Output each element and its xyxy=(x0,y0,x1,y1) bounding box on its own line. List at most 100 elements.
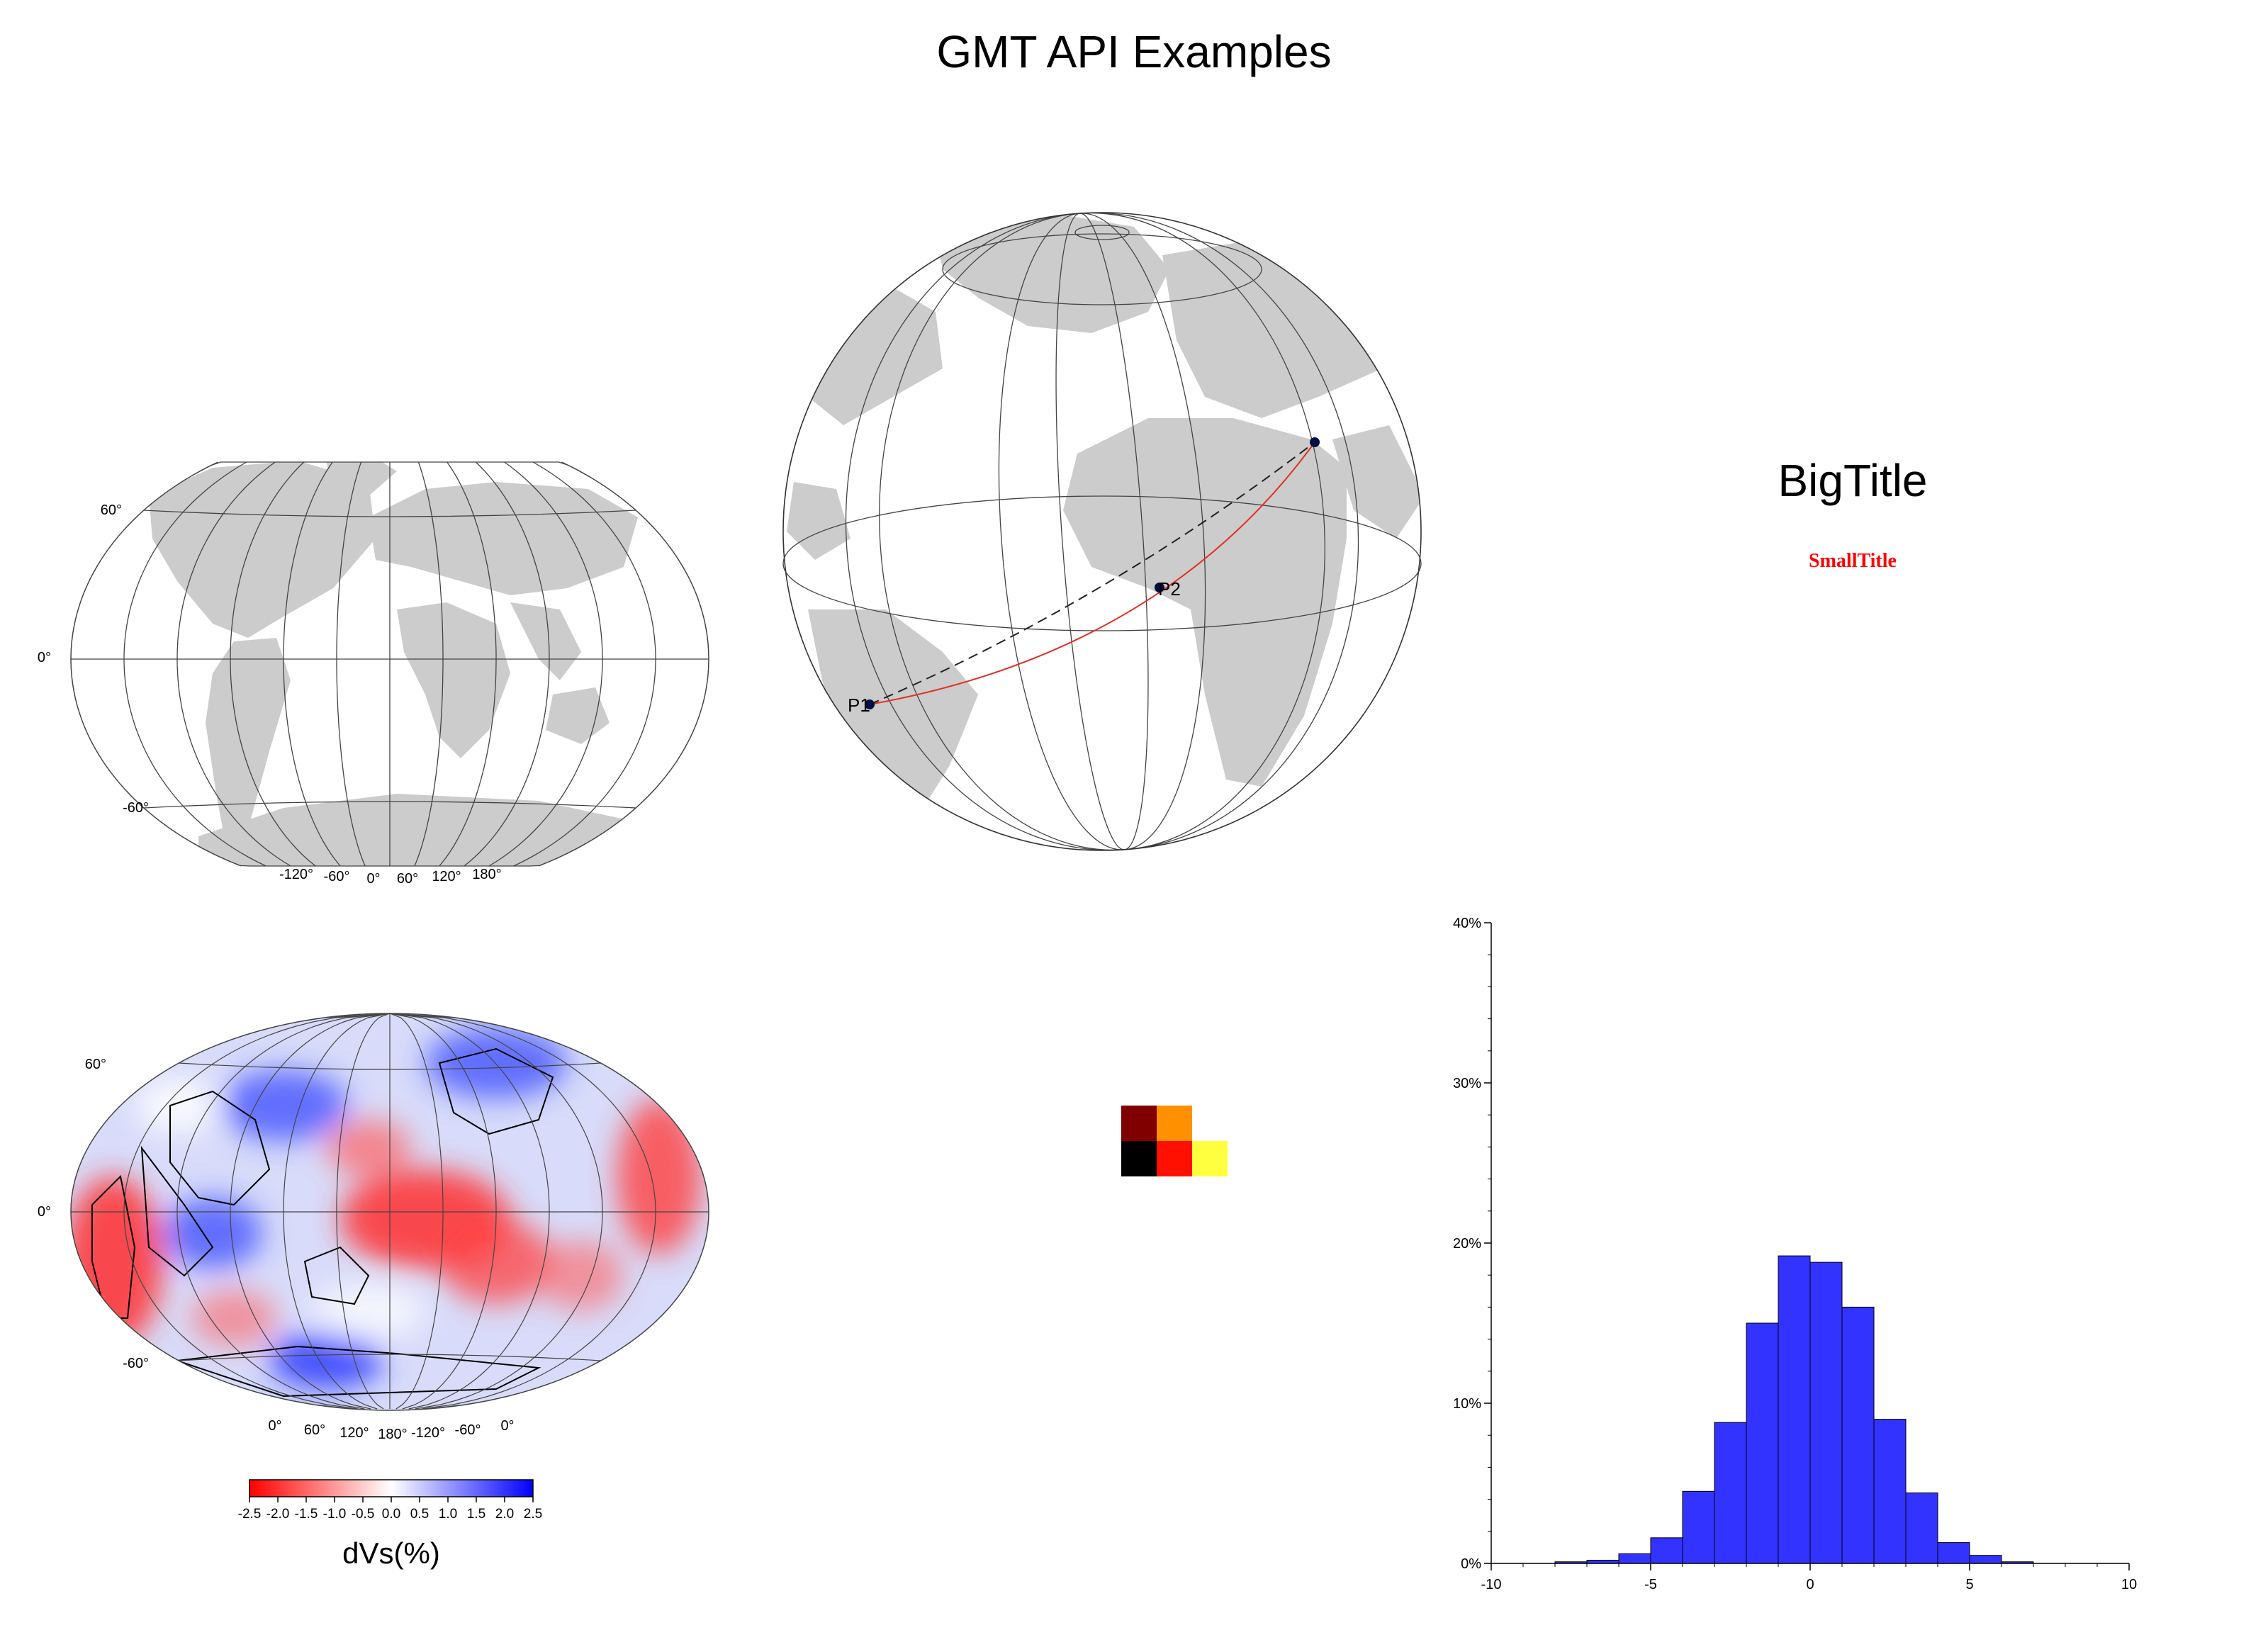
colorbar-tick-label: -1.5 xyxy=(295,1507,318,1522)
colorbar-tick-label: -2.0 xyxy=(266,1507,290,1522)
x-tick-label: -5 xyxy=(1644,1577,1657,1592)
colorbar-tick-label: -1.0 xyxy=(323,1507,347,1522)
world-parallel xyxy=(143,510,636,517)
colorbar-tick-label: 2.0 xyxy=(495,1507,514,1522)
world-lat-label: 60° xyxy=(101,502,122,518)
globe-equator xyxy=(782,495,1422,631)
tomo-lon-label: 180° xyxy=(378,1427,407,1442)
tomo-lat-label: -60° xyxy=(123,1356,149,1371)
tomo-meridian xyxy=(283,1013,391,1410)
greenland-shape xyxy=(936,213,1169,333)
colorbar-tick-label: 1.0 xyxy=(439,1507,457,1522)
x-tick-label: 0 xyxy=(1806,1577,1814,1592)
world-meridian xyxy=(123,461,266,867)
tomo-meridian xyxy=(389,1013,550,1410)
x-tick-label: 10 xyxy=(2121,1577,2137,1592)
colorbar-tick-label: 0.5 xyxy=(410,1507,429,1522)
swatch-cell xyxy=(1121,1141,1157,1176)
globe-outline xyxy=(782,212,1422,851)
world-lon-label: 120° xyxy=(432,869,461,884)
tomo-lon-label: 120° xyxy=(339,1425,369,1441)
world-meridian xyxy=(230,461,316,867)
tomo-parallel xyxy=(179,1354,601,1361)
point-label-p2: P2 xyxy=(1158,578,1181,600)
world-lon-label: 60° xyxy=(397,871,418,887)
y-tick-label: 40% xyxy=(1453,916,1481,931)
swatch-cell xyxy=(1192,1141,1228,1176)
tomo-lat-label: 60° xyxy=(85,1057,106,1072)
histogram-bar xyxy=(1969,1555,2002,1564)
x-tick-label: -10 xyxy=(1481,1577,1502,1592)
eurasia-shape xyxy=(369,482,638,595)
world-meridian xyxy=(513,461,656,867)
tomo-meridian xyxy=(230,1013,391,1410)
colorbar-tick-label: 2.5 xyxy=(524,1507,542,1522)
world-meridian xyxy=(336,461,366,867)
histogram-panel: -10 -5 0 5 10 0% 10% 20% 30% 40% xyxy=(1453,916,2137,1592)
histogram-bar xyxy=(1714,1422,1747,1564)
tomo-lon-label: 60° xyxy=(304,1422,325,1438)
histogram-bar xyxy=(1905,1493,1938,1564)
titles-panel: BigTitle SmallTitle xyxy=(1778,455,1927,572)
tomography-outline xyxy=(70,1013,709,1411)
tomo-lat-label: 0° xyxy=(38,1204,51,1220)
colorbar-tick-label: -0.5 xyxy=(352,1507,375,1522)
greenland-shape xyxy=(326,462,397,496)
world-map-panel: 60° 0° -60° -120° -60° 0° 60° 120° 180° xyxy=(38,461,709,887)
y-tick-label: 20% xyxy=(1453,1236,1481,1252)
histogram-bar xyxy=(1682,1490,1715,1564)
tomography-panel: 60° 0° -60° 0° 60° 120° 180° -120° -60° … xyxy=(38,1013,709,1570)
world-meridian xyxy=(464,461,550,867)
africa-shape xyxy=(397,602,510,758)
histogram-bar xyxy=(1650,1537,1683,1564)
colorbar xyxy=(249,1479,534,1497)
colorbar-label: dVs(%) xyxy=(342,1536,440,1570)
histogram-bar xyxy=(1937,1542,1970,1564)
north-america-shape xyxy=(149,462,376,638)
world-meridian xyxy=(283,461,341,867)
tomo-meridian xyxy=(389,1013,444,1410)
world-lon-label: 0° xyxy=(366,871,380,887)
tomo-lon-label: 0° xyxy=(268,1418,281,1434)
x-tick-label: 5 xyxy=(1965,1577,1973,1592)
histogram-x-ticks: -10 -5 0 5 10 xyxy=(1481,1563,2137,1592)
globe-panel: P1 P2 xyxy=(782,212,1422,851)
histogram-bar xyxy=(1618,1553,1651,1564)
point-p3 xyxy=(1310,437,1320,447)
south-america-shape xyxy=(206,638,291,850)
tomo-meridian xyxy=(389,1013,603,1410)
world-lat-label: -60° xyxy=(123,800,149,816)
world-lon-label: 180° xyxy=(472,867,501,882)
small-title: SmallTitle xyxy=(1809,550,1897,572)
antarctica-shape xyxy=(198,794,638,866)
histogram-bar xyxy=(1809,1261,1843,1564)
swatch-cell xyxy=(1157,1106,1192,1141)
y-tick-label: 10% xyxy=(1453,1396,1481,1412)
color-swatch-panel xyxy=(1121,1106,1228,1176)
tomo-lon-label: -120° xyxy=(411,1425,445,1441)
world-map-graticule xyxy=(70,461,709,867)
histogram-bar xyxy=(1841,1306,1875,1564)
world-meridian xyxy=(439,461,497,867)
tomo-parallel xyxy=(179,1062,601,1070)
arabia-shape xyxy=(1332,425,1421,539)
australia-shape xyxy=(546,687,610,744)
big-title: BigTitle xyxy=(1778,455,1927,506)
tomo-meridian xyxy=(389,1013,497,1410)
y-tick-label: 30% xyxy=(1453,1076,1481,1091)
y-tick-label: 0% xyxy=(1461,1556,1481,1572)
world-map-land xyxy=(149,462,638,866)
world-meridian xyxy=(70,461,242,867)
swatch-cell xyxy=(1121,1106,1157,1141)
histogram-bar xyxy=(1778,1255,1811,1564)
tomo-meridian xyxy=(176,1013,391,1410)
world-meridian xyxy=(414,461,444,867)
swatch-cell xyxy=(1157,1141,1192,1176)
tomo-meridian xyxy=(336,1013,391,1410)
world-meridian xyxy=(488,461,603,867)
histogram-bars xyxy=(1554,1255,2034,1564)
point-p2 xyxy=(1155,583,1164,592)
point-label-p1: P1 xyxy=(848,695,870,716)
world-parallel xyxy=(143,801,636,809)
tomo-coastlines xyxy=(91,1047,554,1398)
